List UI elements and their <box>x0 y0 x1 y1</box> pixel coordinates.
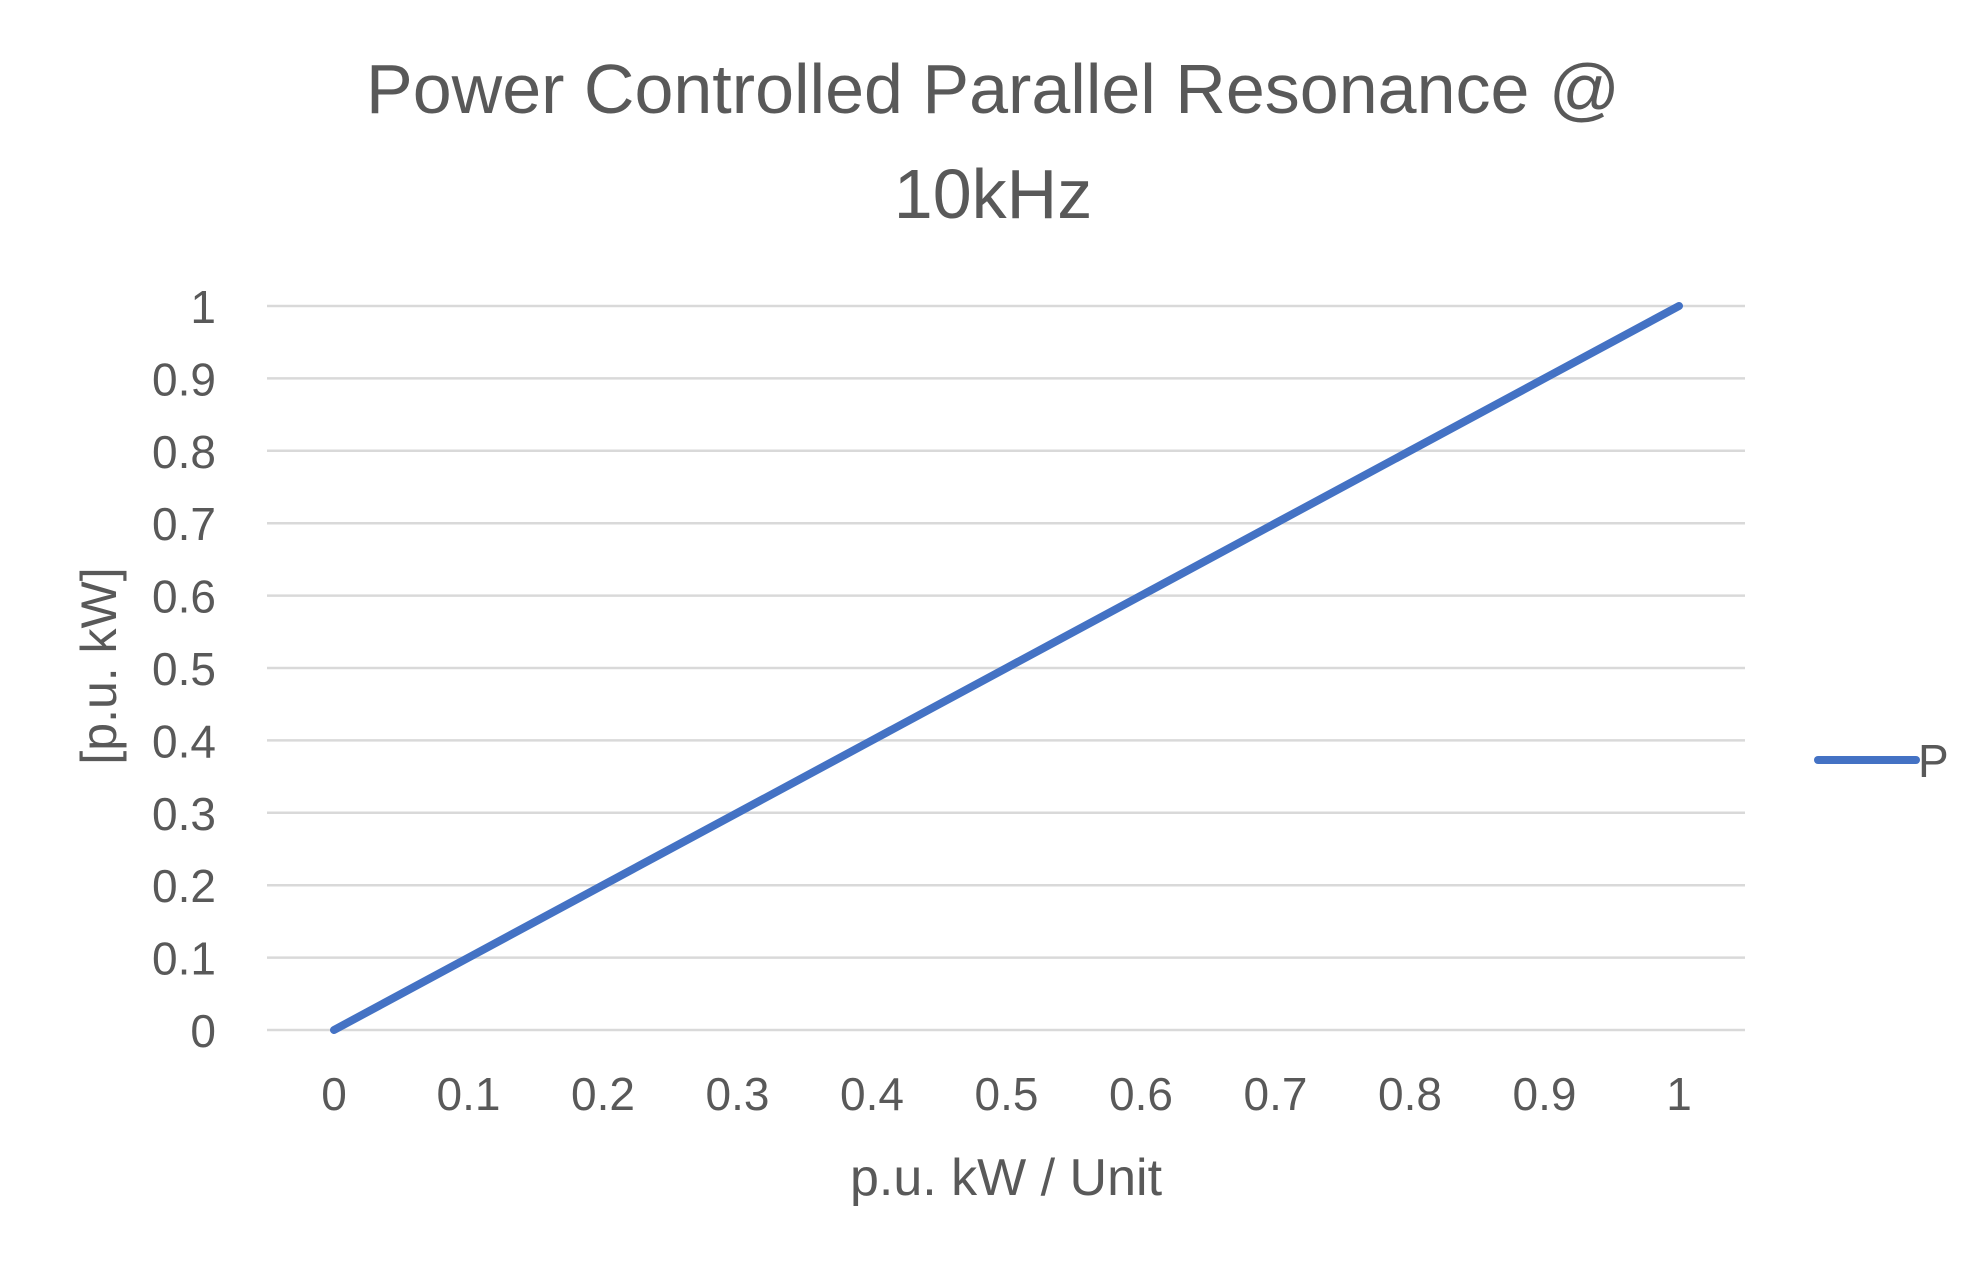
legend-label: P <box>1918 735 1949 787</box>
x-tick-label: 0.5 <box>975 1068 1039 1120</box>
y-axis-tick-labels: 0 0.1 0.2 0.3 0.4 0.5 0.6 0.7 0.8 0.9 1 <box>152 281 216 1057</box>
x-tick-label: 0.7 <box>1244 1068 1308 1120</box>
legend: P <box>1814 735 1949 787</box>
y-tick-label: 0.2 <box>152 860 216 912</box>
y-tick-label: 0.9 <box>152 353 216 405</box>
series-line-p <box>330 302 1683 1034</box>
y-tick-label: 0.7 <box>152 498 216 550</box>
y-axis-label: [p.u. kW] <box>71 567 127 764</box>
x-tick-label: 0.1 <box>437 1068 501 1120</box>
y-tick-label: 0.5 <box>152 643 216 695</box>
x-tick-label: 1 <box>1666 1068 1692 1120</box>
x-tick-label: 0.8 <box>1378 1068 1442 1120</box>
y-tick-label: 1 <box>190 281 216 333</box>
chart-title-line-1: Power Controlled Parallel Resonance @ <box>366 50 1620 128</box>
y-tick-label: 0.4 <box>152 715 216 767</box>
chart-title-line-2: 10kHz <box>894 155 1092 233</box>
series-lines <box>330 302 1683 1034</box>
x-tick-label: 0.2 <box>571 1068 635 1120</box>
x-tick-label: 0.6 <box>1109 1068 1173 1120</box>
x-axis-label: p.u. kW / Unit <box>850 1149 1163 1207</box>
y-tick-label: 0.1 <box>152 933 216 985</box>
x-tick-label: 0.9 <box>1513 1068 1577 1120</box>
y-tick-label: 0.3 <box>152 788 216 840</box>
x-tick-label: 0.3 <box>706 1068 770 1120</box>
x-axis-tick-labels: 0 0.1 0.2 0.3 0.4 0.5 0.6 0.7 0.8 0.9 1 <box>321 1068 1692 1120</box>
y-tick-label: 0.8 <box>152 426 216 478</box>
y-tick-label: 0 <box>190 1005 216 1057</box>
x-tick-label: 0.4 <box>840 1068 904 1120</box>
y-tick-label: 0.6 <box>152 571 216 623</box>
chart-title: Power Controlled Parallel Resonance @ 10… <box>366 50 1620 233</box>
x-tick-label: 0 <box>321 1068 347 1120</box>
